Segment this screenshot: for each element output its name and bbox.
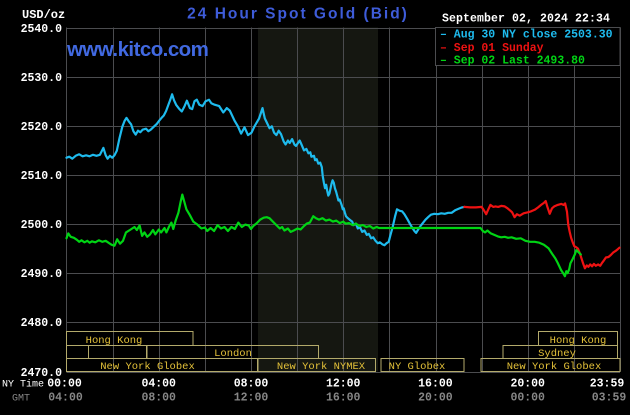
svg-text:Hong Kong: Hong Kong [550,335,607,347]
svg-text:08:00: 08:00 [234,378,269,391]
svg-text:NY Globex: NY Globex [389,361,446,373]
svg-text:20:00: 20:00 [510,378,545,391]
svg-text:08:00: 08:00 [141,392,176,405]
svg-text:20:00: 20:00 [418,392,453,405]
svg-text:00:00: 00:00 [47,378,82,391]
svg-text:New York NYMEX: New York NYMEX [277,361,366,373]
svg-text:16:00: 16:00 [418,378,453,391]
svg-text:www.kitco.com: www.kitco.com [66,38,208,61]
svg-text:September 02, 2024 22:34: September 02, 2024 22:34 [442,13,610,26]
svg-text:12:00: 12:00 [234,392,269,405]
svg-text:2520.0: 2520.0 [21,121,63,134]
svg-text:2490.0: 2490.0 [21,268,63,281]
svg-text:GMT: GMT [12,394,30,405]
svg-text:London: London [214,348,252,360]
svg-text:New York Globex: New York Globex [507,361,602,373]
svg-text:2470.0: 2470.0 [21,367,63,380]
svg-text:USD/oz: USD/oz [22,8,65,22]
svg-text:– Aug 30 NY close 2503.30: – Aug 30 NY close 2503.30 [440,29,613,42]
svg-text:Hong Kong: Hong Kong [86,335,143,347]
svg-text:– Sep 01 Sunday: – Sep 01 Sunday [440,42,544,55]
svg-text:24 Hour Spot Gold (Bid): 24 Hour Spot Gold (Bid) [187,6,409,23]
svg-text:2500.0: 2500.0 [21,219,63,232]
svg-text:2540.0: 2540.0 [21,23,63,36]
svg-text:2480.0: 2480.0 [21,317,63,330]
svg-text:03:59: 03:59 [592,392,627,405]
svg-text:23:59: 23:59 [590,378,625,391]
svg-text:16:00: 16:00 [326,392,361,405]
svg-text:2530.0: 2530.0 [21,72,63,85]
svg-text:– Sep 02 Last 2493.80: – Sep 02 Last 2493.80 [440,55,585,68]
svg-text:Sydney: Sydney [538,348,576,360]
svg-text:00:00: 00:00 [510,392,545,405]
svg-text:04:00: 04:00 [48,392,83,405]
svg-text:NY Time: NY Time [2,379,44,391]
svg-text:2510.0: 2510.0 [21,170,63,183]
svg-text:04:00: 04:00 [141,378,176,391]
svg-text:12:00: 12:00 [326,378,361,391]
svg-text:New York Globex: New York Globex [100,361,195,373]
